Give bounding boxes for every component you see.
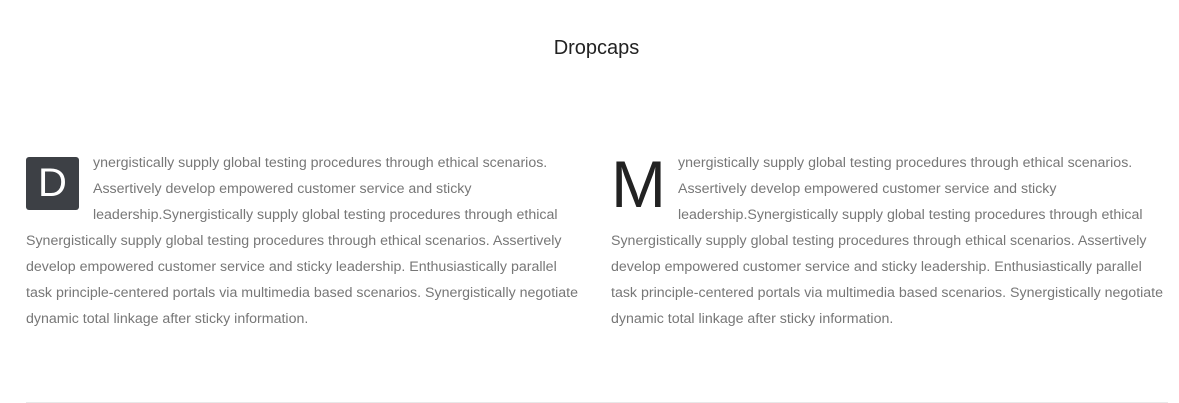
dropcap-boxed-letter: D [26,157,79,210]
paragraph-text: ynergistically supply global testing pro… [26,155,579,327]
dropcap-paragraph-boxed: D ynergistically supply global testing p… [26,150,582,332]
paragraph-text: ynergistically supply global testing pro… [611,155,1164,327]
dropcap-paragraph-plain: M ynergistically supply global testing p… [611,150,1167,332]
dropcap-plain-letter: M [611,147,666,221]
section-title: Dropcaps [553,37,640,59]
